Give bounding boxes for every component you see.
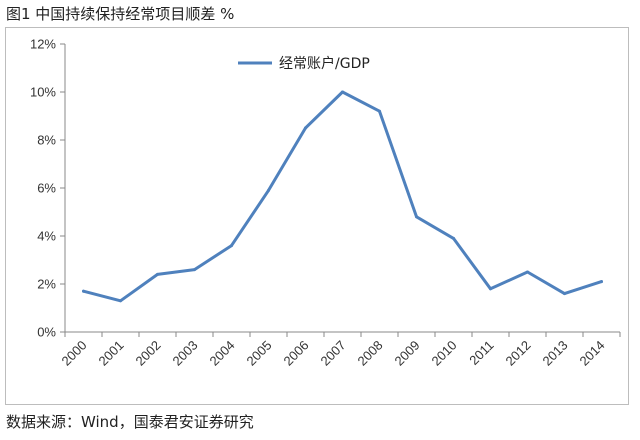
x-tick-label: 2007	[318, 338, 349, 369]
data-point	[230, 244, 233, 248]
x-tick-label: 2001	[96, 338, 127, 369]
data-point	[267, 188, 270, 192]
legend: 经常账户/GDP	[238, 55, 370, 72]
x-axis: 2000 2001 2002 2003 2004 2005 2006 2007 2008 2009…	[59, 331, 621, 369]
x-tick-label: 2003	[170, 338, 201, 369]
data-point	[452, 236, 455, 240]
x-tick-label: 2005	[244, 338, 275, 369]
y-tick-label: 0%	[37, 325, 56, 340]
data-point	[304, 126, 307, 130]
data-point	[526, 270, 529, 274]
x-tick-label: 2009	[392, 338, 423, 369]
y-tick-label: 8%	[37, 133, 56, 148]
data-point	[489, 287, 492, 291]
x-tick-label: 2012	[503, 338, 534, 369]
x-tick-label: 2004	[207, 338, 238, 369]
data-point	[341, 90, 344, 94]
x-tick-label: 2010	[429, 338, 460, 369]
x-tick-label: 2002	[133, 338, 164, 369]
data-point	[193, 268, 196, 272]
x-tick-label: 2013	[540, 338, 571, 369]
y-axis: 0% 2% 4% 6% 8% 10% 12%	[30, 37, 66, 340]
x-tick-label: 2014	[577, 338, 608, 369]
x-tick-label: 2011	[466, 338, 496, 368]
y-tick-label: 2%	[37, 277, 56, 292]
series-area	[82, 90, 603, 303]
data-point	[156, 272, 159, 276]
figure-title: 图1 中国持续保持经常项目顺差 %	[6, 5, 235, 23]
data-point	[415, 215, 418, 219]
series-line	[82, 90, 603, 303]
x-tick-label: 2008	[355, 338, 386, 369]
data-point	[563, 292, 566, 296]
y-tick-label: 4%	[37, 229, 56, 244]
data-point	[119, 299, 122, 303]
y-tick-label: 10%	[30, 85, 56, 100]
y-tick-label: 12%	[30, 37, 56, 52]
source-line: 数据来源：Wind，国泰君安证券研究	[6, 413, 254, 431]
y-tick-label: 6%	[37, 181, 56, 196]
x-tick-label: 2000	[59, 338, 90, 369]
chart-frame	[5, 27, 629, 405]
data-point	[82, 289, 85, 293]
data-point	[600, 280, 603, 284]
x-tick-label: 2006	[281, 338, 312, 369]
legend-label: 经常账户/GDP	[279, 55, 370, 72]
data-point	[378, 109, 381, 113]
